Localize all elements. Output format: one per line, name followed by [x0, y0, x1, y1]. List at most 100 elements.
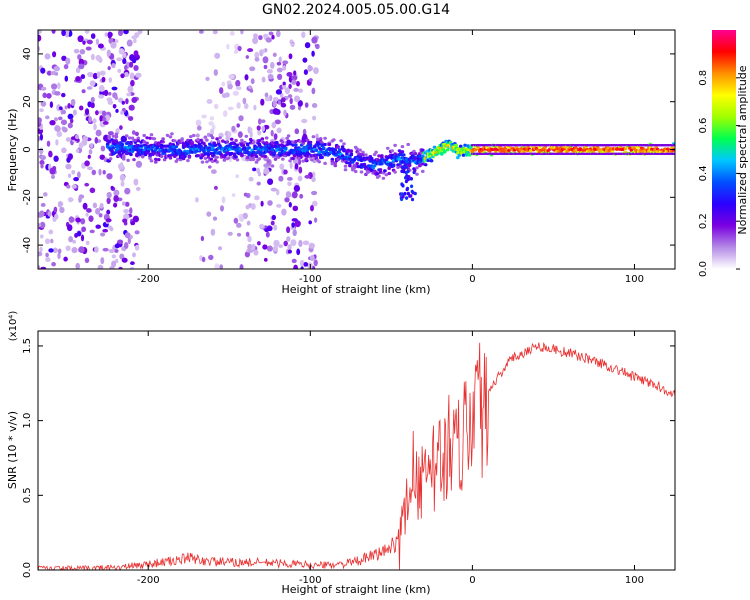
spectrogram-cell: [291, 143, 295, 147]
spectrogram-cell: [238, 115, 244, 122]
spectrogram-cell: [251, 140, 256, 144]
spectrogram-cell: [380, 154, 384, 158]
spectrogram-cell: [123, 213, 130, 221]
spectrogram-cell: [123, 208, 130, 214]
spectrogram-cell: [115, 108, 119, 113]
spectrogram-cell: [404, 165, 408, 169]
spectrogram-cell: [208, 165, 212, 169]
spectrogram-cell: [348, 156, 352, 160]
spectrogram-cell: [68, 236, 73, 243]
spectrogram-cell: [270, 187, 278, 192]
spectrogram-cell: [113, 195, 119, 203]
spectrogram-cell: [528, 149, 533, 153]
spectrogram-cell: [299, 193, 304, 199]
spectrogram-cell: [133, 178, 139, 186]
spectrogram-cell: [221, 93, 228, 99]
spectrogram-cell: [135, 160, 143, 168]
spectrogram-cell: [445, 148, 450, 152]
spectrogram-cell: [155, 146, 160, 150]
spectrogram-cell: [40, 202, 46, 207]
spectrogram-cell: [126, 92, 132, 97]
spectrogram-cell: [231, 193, 236, 197]
snr-frame: [37, 330, 676, 571]
spectrogram-cell: [111, 146, 116, 150]
spectrogram-cell: [213, 185, 218, 190]
spectrogram-cell: [100, 257, 105, 265]
spectrogram-cell: [114, 95, 118, 101]
spectrogram-cell: [228, 73, 235, 80]
spectrogram-cell: [247, 249, 254, 254]
spectrogram-cell: [296, 80, 300, 87]
spectrogram-cell: [98, 56, 103, 64]
spectrogram-cell: [400, 150, 405, 154]
spectrogram-cell: [205, 138, 209, 142]
spectrogram-cell: [78, 58, 85, 66]
spectrogram-cell: [286, 72, 293, 77]
spectrogram-cell: [227, 156, 231, 160]
spectrogram-cell: [67, 197, 74, 202]
spectrogram-cell: [378, 170, 383, 174]
spectrogram-cell: [286, 226, 291, 234]
spectrogram-cell: [136, 139, 141, 143]
spectrogram-cell: [123, 30, 129, 35]
spectrogram-cell: [247, 48, 254, 53]
spectrogram-cell: [239, 216, 245, 222]
spectrogram-cell: [102, 169, 106, 175]
spectrogram-cell: [98, 168, 102, 176]
spectrogram-cell: [410, 189, 414, 194]
spectrogram-cell: [55, 139, 59, 146]
spectrogram-cell: [276, 127, 282, 134]
spectrogram-cell: [302, 128, 307, 136]
spectrogram-cell: [352, 164, 357, 168]
spectrogram-cell: [312, 171, 316, 179]
spectrogram-cell: [361, 153, 365, 157]
spectrogram-cell: [249, 66, 256, 72]
spectrogram-cell: [606, 146, 610, 150]
spectrogram-cell: [266, 69, 273, 74]
spectrogram-cell: [485, 145, 489, 150]
spectrogram-cell: [254, 151, 259, 155]
spectrogram-cell: [136, 136, 141, 140]
spectrogram-cell: [287, 244, 292, 251]
spectrogram-cell: [259, 223, 265, 229]
spectrogram-cell: [279, 153, 284, 157]
spectrogram-cell: [421, 148, 425, 152]
spectrogram-cell: [312, 115, 317, 121]
spectrogram-cell: [106, 191, 112, 199]
spectrogram-cell: [77, 171, 81, 179]
spectrogram-cell: [73, 176, 79, 182]
spectrogram-cell: [63, 64, 69, 70]
spectrogram-cell: [243, 192, 248, 197]
spectrogram-cell: [264, 141, 269, 145]
spectrogram-cell: [130, 221, 136, 226]
spectrogram-cell: [128, 61, 134, 68]
spectrogram-cell: [120, 142, 125, 147]
spectrogram-cell: [77, 35, 84, 43]
spectrogram-cell: [272, 52, 277, 57]
colorbar-tick-label: 0.2: [698, 213, 709, 229]
spectrogram-cell: [50, 174, 56, 179]
spectrogram-cell: [53, 65, 60, 72]
spectrogram-cell: [330, 159, 335, 164]
spectrogram-cell: [90, 33, 96, 40]
spectrogram-cell: [114, 140, 119, 144]
spectrogram-cell: [103, 89, 109, 97]
spectrogram-cell: [165, 133, 170, 137]
spectrogram-cell: [234, 138, 238, 143]
spectrogram-cell: [298, 239, 303, 248]
spectrogram-cell: [137, 30, 143, 35]
spectrogram-cell: [410, 184, 414, 189]
spectrogram-cell: [180, 139, 184, 143]
spectrogram-cell: [297, 100, 303, 107]
spectrogram-cell: [67, 122, 73, 129]
spectrogram-cell: [343, 164, 348, 168]
spectrogram-cell: [111, 134, 116, 138]
spectrogram-cell: [227, 231, 233, 236]
spectrogram-cell: [211, 124, 216, 131]
spectrogram-cell: [131, 35, 138, 40]
spectrogram-cell: [284, 87, 291, 95]
spectrogram-cell: [292, 158, 299, 165]
spectrogram-cell: [218, 246, 222, 251]
spectrogram-cell: [70, 136, 76, 140]
spectrogram-cell: [50, 71, 57, 76]
